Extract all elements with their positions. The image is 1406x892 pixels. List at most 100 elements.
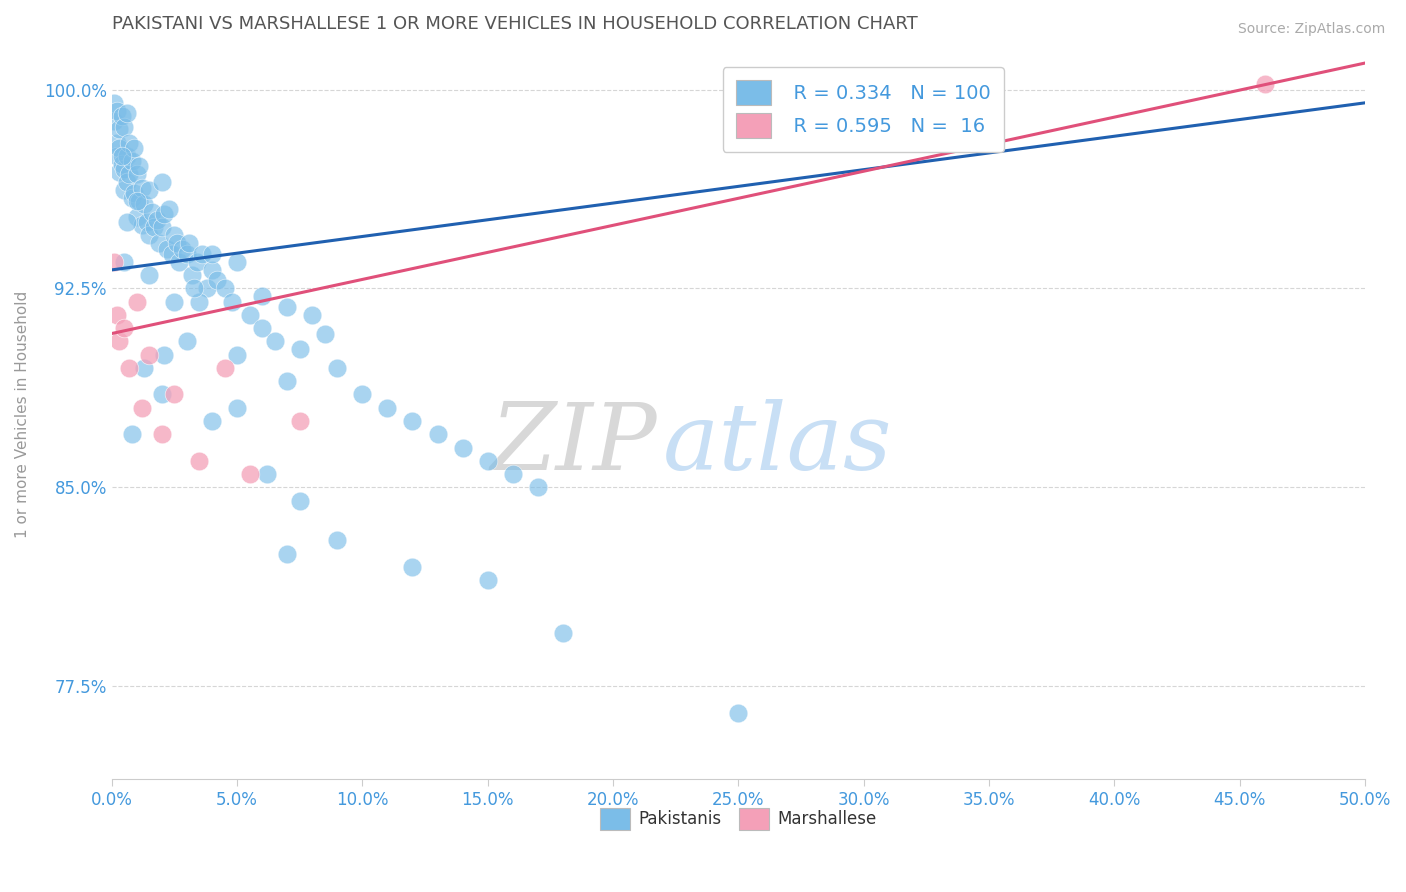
Point	[131, 218, 153, 232]
Point	[256, 467, 278, 481]
Point	[163, 387, 186, 401]
Point	[201, 263, 224, 277]
Point	[314, 326, 336, 341]
Point	[326, 533, 349, 548]
Point	[250, 289, 273, 303]
Point	[169, 255, 191, 269]
Point	[138, 228, 160, 243]
Point	[150, 427, 173, 442]
Point	[131, 180, 153, 194]
Point	[138, 183, 160, 197]
Point	[115, 215, 138, 229]
Point	[112, 183, 135, 197]
Point	[115, 149, 138, 163]
Point	[134, 196, 156, 211]
Point	[179, 236, 201, 251]
Point	[150, 387, 173, 401]
Point	[188, 294, 211, 309]
Point	[141, 204, 163, 219]
Point	[426, 427, 449, 442]
Point	[163, 228, 186, 243]
Point	[103, 95, 125, 110]
Point	[214, 281, 236, 295]
Point	[115, 175, 138, 189]
Point	[112, 120, 135, 134]
Point	[148, 236, 170, 251]
Point	[186, 255, 208, 269]
Point	[124, 186, 146, 200]
Point	[108, 334, 131, 349]
Point	[125, 294, 148, 309]
Point	[1253, 78, 1275, 92]
Point	[150, 220, 173, 235]
Point	[146, 212, 169, 227]
Point	[166, 236, 188, 251]
Point	[105, 136, 128, 150]
Point	[551, 626, 574, 640]
Point	[105, 149, 128, 163]
Point	[118, 136, 141, 150]
Point	[131, 401, 153, 415]
Point	[401, 559, 423, 574]
Text: atlas: atlas	[664, 399, 893, 489]
Point	[134, 361, 156, 376]
Point	[124, 141, 146, 155]
Point	[221, 294, 243, 309]
Point	[205, 273, 228, 287]
Point	[118, 168, 141, 182]
Point	[276, 374, 298, 388]
Point	[326, 361, 349, 376]
Point	[226, 348, 249, 362]
Point	[108, 165, 131, 179]
Legend: Pakistanis, Marshallese: Pakistanis, Marshallese	[593, 801, 883, 836]
Point	[477, 573, 499, 587]
Point	[143, 220, 166, 235]
Point	[377, 401, 399, 415]
Point	[195, 281, 218, 295]
Point	[153, 207, 176, 221]
Point	[105, 308, 128, 322]
Point	[239, 467, 262, 481]
Point	[121, 191, 143, 205]
Point	[451, 441, 474, 455]
Text: Source: ZipAtlas.com: Source: ZipAtlas.com	[1237, 22, 1385, 37]
Point	[352, 387, 374, 401]
Point	[153, 348, 176, 362]
Point	[108, 141, 131, 155]
Point	[125, 168, 148, 182]
Point	[239, 308, 262, 322]
Text: ZIP: ZIP	[491, 399, 657, 489]
Point	[112, 255, 135, 269]
Point	[288, 343, 311, 357]
Point	[226, 401, 249, 415]
Point	[226, 255, 249, 269]
Point	[263, 334, 285, 349]
Point	[276, 547, 298, 561]
Point	[176, 334, 198, 349]
Point	[170, 242, 193, 256]
Point	[401, 414, 423, 428]
Point	[118, 361, 141, 376]
Point	[214, 361, 236, 376]
Point	[111, 109, 134, 123]
Point	[115, 106, 138, 120]
Point	[128, 160, 150, 174]
Point	[156, 242, 179, 256]
Point	[135, 215, 157, 229]
Point	[477, 454, 499, 468]
Point	[183, 281, 205, 295]
Text: PAKISTANI VS MARSHALLESE 1 OR MORE VEHICLES IN HOUSEHOLD CORRELATION CHART: PAKISTANI VS MARSHALLESE 1 OR MORE VEHIC…	[111, 15, 918, 33]
Point	[502, 467, 524, 481]
Point	[128, 194, 150, 208]
Point	[121, 154, 143, 169]
Point	[288, 493, 311, 508]
Point	[138, 268, 160, 283]
Point	[163, 294, 186, 309]
Point	[125, 194, 148, 208]
Point	[201, 247, 224, 261]
Point	[176, 247, 198, 261]
Point	[125, 210, 148, 224]
Point	[157, 202, 180, 216]
Point	[160, 247, 183, 261]
Point	[103, 255, 125, 269]
